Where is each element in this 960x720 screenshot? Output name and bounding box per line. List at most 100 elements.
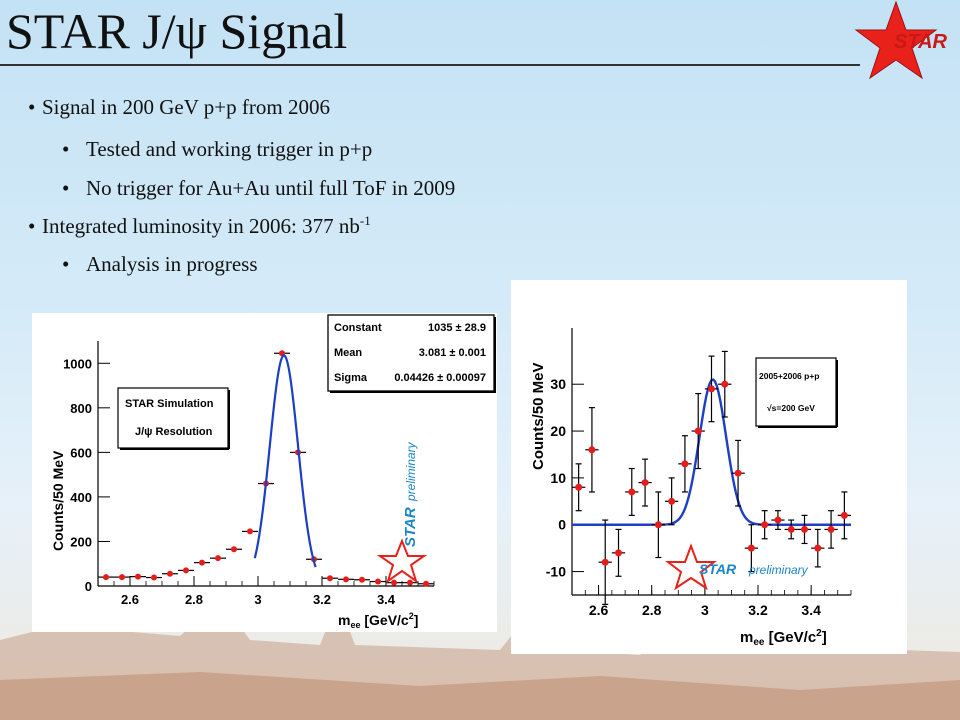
stat-constant-label: Constant bbox=[334, 322, 382, 334]
data-point bbox=[598, 519, 612, 605]
data-point bbox=[370, 578, 386, 585]
data-point bbox=[572, 463, 586, 512]
watermark-preliminary-text: preliminary bbox=[404, 441, 418, 502]
x-axis-label: mee [GeV/c2] bbox=[338, 611, 418, 630]
resolution-label: J/ψ Resolution bbox=[135, 426, 213, 438]
data-chart: 2.6 2.8 3 3.2 3.4 -10 0 10 20 30 2005+2006 p+p √s… bbox=[530, 328, 852, 648]
data-point bbox=[704, 355, 719, 423]
data-point bbox=[194, 559, 210, 566]
y-tick-label: 0 bbox=[85, 579, 92, 594]
stat-constant-value: 1035 ± 28.9 bbox=[428, 322, 486, 334]
data-chart-panel: 2.6 2.8 3 3.2 3.4 -10 0 10 20 30 2005+2006 p+p √s… bbox=[511, 280, 907, 654]
data-point bbox=[226, 546, 242, 553]
bullet-2: • Integrated luminosity in 2006: 377 nb-1 bbox=[28, 213, 371, 238]
watermark-star-icon bbox=[665, 543, 717, 591]
data-point bbox=[322, 575, 338, 582]
y-tick-label: -10 bbox=[546, 564, 566, 580]
stat-mean-label: Mean bbox=[334, 347, 362, 359]
bullet-1b: • No trigger for Au+Au until full ToF in … bbox=[62, 176, 456, 200]
y-tick-label: 400 bbox=[70, 490, 92, 505]
star-preliminary-watermark: STAR preliminary bbox=[665, 543, 809, 591]
logo-text: STAR bbox=[894, 31, 948, 53]
data-point bbox=[744, 524, 758, 573]
simulation-chart: 2.6 2.8 3 3.2 3.4 0 200 400 600 800 1000 Constant … bbox=[50, 314, 496, 630]
watermark-star-text: STAR bbox=[699, 561, 737, 577]
data-point bbox=[784, 519, 798, 540]
bullet-1: • Signal in 200 GeV p+p from 2006 bbox=[28, 95, 330, 119]
y-tick-label: 10 bbox=[550, 470, 566, 486]
red-star-icon bbox=[854, 0, 938, 80]
bullet-text: Analysis in progress bbox=[86, 252, 258, 276]
bullet-text: Tested and working trigger in p+p bbox=[86, 137, 373, 161]
data-point bbox=[130, 573, 146, 580]
data-point bbox=[114, 574, 130, 581]
title-divider bbox=[0, 64, 860, 66]
data-point bbox=[824, 510, 838, 549]
x-tick-label: 2.6 bbox=[121, 592, 139, 607]
data-point bbox=[338, 576, 354, 583]
simulation-label: STAR Simulation bbox=[125, 398, 214, 410]
star-preliminary-watermark: STAR preliminary bbox=[376, 441, 428, 584]
fit-stats-box: Constant 1035 ± 28.9 Mean 3.081 ± 0.001 … bbox=[327, 314, 496, 393]
x-tick-label: 3.2 bbox=[313, 592, 331, 607]
data-point bbox=[146, 574, 162, 581]
data-point bbox=[758, 510, 772, 540]
stat-sigma-value: 0.04426 ± 0.00097 bbox=[394, 372, 486, 384]
x-tick-label: 2.6 bbox=[589, 602, 609, 618]
data-point bbox=[837, 491, 851, 540]
simulation-label-box: STAR Simulation J/ψ Resolution bbox=[117, 387, 230, 450]
data-point bbox=[98, 574, 114, 581]
y-axis-label: Counts/50 MeV bbox=[50, 450, 66, 551]
bullet-text: Integrated luminosity in 2006: 377 nb bbox=[42, 214, 360, 238]
watermark-preliminary-text: preliminary bbox=[748, 563, 809, 577]
data-point bbox=[386, 579, 402, 586]
data-point bbox=[731, 439, 745, 507]
legend-dataset: 2005+2006 p+p bbox=[759, 371, 820, 381]
data-point bbox=[210, 555, 226, 562]
simulation-chart-panel: 2.6 2.8 3 3.2 3.4 0 200 400 600 800 1000 Constant … bbox=[32, 313, 497, 632]
data-point bbox=[691, 392, 705, 470]
data-point bbox=[274, 350, 290, 357]
data-point bbox=[611, 528, 626, 577]
y-axis-label: Counts/50 MeV bbox=[530, 362, 547, 470]
x-tick-label: 3 bbox=[254, 592, 261, 607]
bullet-text: No trigger for Au+Au until full ToF in 2… bbox=[86, 176, 456, 200]
data-point bbox=[797, 514, 812, 545]
x-tick-label: 2.8 bbox=[185, 592, 203, 607]
data-point bbox=[178, 567, 194, 574]
legend-energy: √s=200 GeV bbox=[767, 403, 815, 413]
data-point bbox=[242, 528, 258, 535]
watermark-star-text: STAR bbox=[402, 507, 419, 547]
y-tick-label: 800 bbox=[70, 401, 92, 416]
data-point bbox=[811, 528, 825, 568]
bullet-1a: • Tested and working trigger in p+p bbox=[62, 137, 373, 161]
y-tick-label: 200 bbox=[70, 534, 92, 549]
slide-title: STAR J/ψ Signal bbox=[6, 3, 348, 59]
x-tick-label: 2.8 bbox=[642, 602, 662, 618]
data-point bbox=[418, 580, 434, 587]
x-tick-label: 3.2 bbox=[748, 602, 768, 618]
data-point bbox=[162, 570, 178, 577]
bullet-superscript: -1 bbox=[359, 213, 371, 228]
data-point bbox=[665, 477, 679, 526]
star-logo: STAR bbox=[854, 0, 948, 80]
x-tick-label: 3 bbox=[701, 602, 709, 618]
x-tick-label: 3.4 bbox=[377, 592, 396, 607]
data-point bbox=[638, 458, 652, 507]
x-axis-label: mee [GeV/c2] bbox=[740, 628, 827, 648]
stat-sigma-label: Sigma bbox=[334, 372, 368, 384]
data-point bbox=[625, 467, 639, 516]
watermark-star-icon bbox=[376, 538, 428, 584]
dataset-legend-box: 2005+2006 p+p √s=200 GeV bbox=[755, 357, 838, 428]
y-tick-label: 600 bbox=[70, 445, 92, 460]
data-point bbox=[651, 491, 665, 559]
x-tick-label: 3.4 bbox=[801, 602, 821, 618]
data-point bbox=[402, 579, 418, 586]
data-point bbox=[771, 510, 785, 531]
data-point bbox=[585, 407, 599, 493]
gaussian-fit-curve bbox=[253, 354, 317, 568]
data-point bbox=[354, 576, 370, 583]
y-tick-label: 30 bbox=[550, 376, 566, 392]
bullet-2a: • Analysis in progress bbox=[62, 252, 258, 276]
y-tick-label: 20 bbox=[550, 423, 566, 439]
